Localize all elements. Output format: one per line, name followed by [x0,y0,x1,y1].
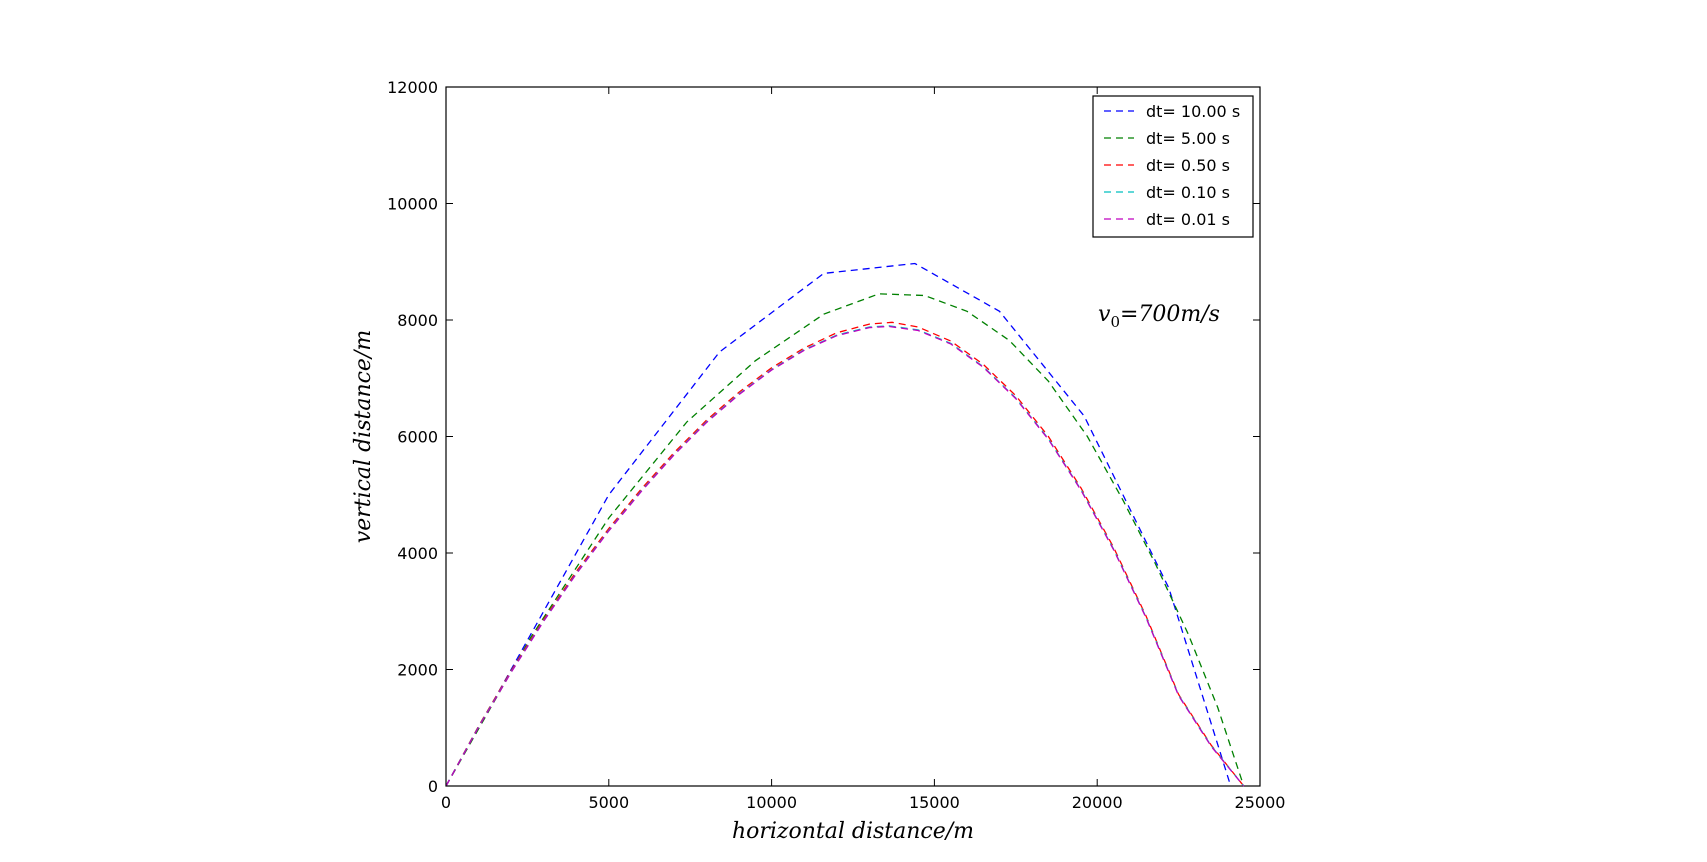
ticks-layer: 0 5000 10000 15000 20000 25000 0 2000 4000 6000 80… [387,78,1285,812]
x-tick-label: 10000 [746,793,797,812]
series-line-0 [445,262,1232,787]
legend-label-3: dt= 0.10 s [1146,183,1230,202]
series-line-4 [445,325,1245,787]
x-tick-label: 15000 [909,793,960,812]
y-tick-label: 10000 [387,195,438,214]
x-tick-label: 5000 [588,793,629,812]
legend-box [1092,95,1254,238]
x-tick-label: 25000 [1235,793,1286,812]
series-line-2 [445,321,1245,787]
series-line-1 [445,293,1245,787]
annotation-subscript: 0 [1110,313,1120,331]
y-tick-label: 0 [428,777,438,796]
y-tick-label: 2000 [397,661,438,680]
legend-label-4: dt= 0.01 s [1146,210,1230,229]
y-tick-label: 12000 [387,78,438,97]
legend-label-0: dt= 10.00 s [1146,102,1240,121]
y-axis-title: vertical distance/m [351,330,376,543]
series-layer [445,262,1245,787]
annotation-base: v [1098,302,1111,327]
annotation-value: =700m/s [1120,302,1220,327]
y-tick-label: 8000 [397,311,438,330]
legend-label-2: dt= 0.50 s [1146,156,1230,175]
y-tick-label: 4000 [397,544,438,563]
y-tick-label: 6000 [397,428,438,447]
x-tick-label: 0 [441,793,451,812]
x-tick-label: 20000 [1072,793,1123,812]
x-axis-title: horizontal distance/m [732,819,974,844]
velocity-annotation: v0=700m/s [1098,302,1220,331]
legend-label-1: dt= 5.00 s [1146,129,1230,148]
legend: dt= 10.00 s dt= 5.00 s dt= 0.50 s dt= 0.10 … [1092,95,1254,238]
